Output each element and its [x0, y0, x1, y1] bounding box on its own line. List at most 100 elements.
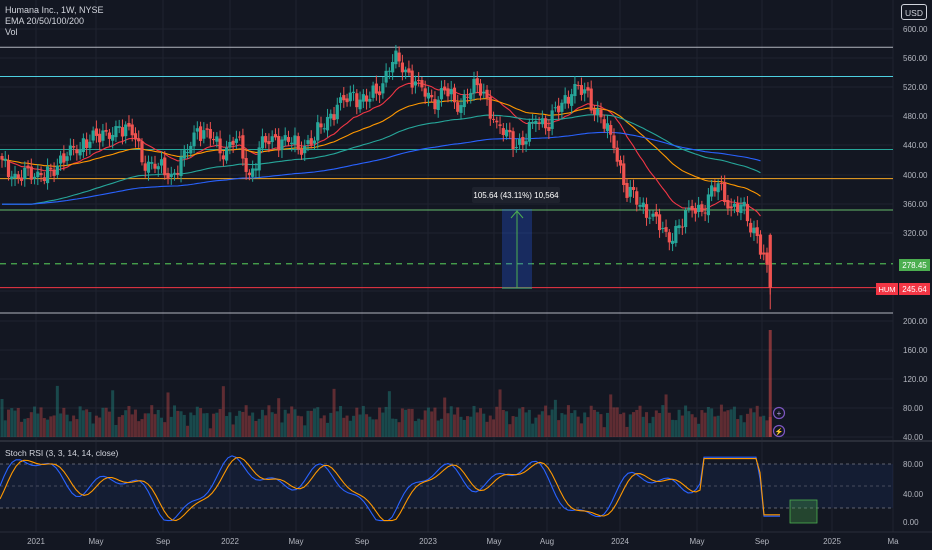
candle	[42, 177, 46, 182]
volume-bar	[420, 419, 424, 437]
volume-bar	[674, 420, 678, 437]
volume-bar	[609, 394, 613, 437]
candle	[657, 214, 662, 231]
candle	[10, 176, 14, 180]
earnings-event-icon[interactable]	[772, 424, 786, 438]
time-axis-label: Sep	[355, 537, 370, 546]
candle	[3, 158, 7, 161]
candle	[159, 159, 164, 166]
candle	[114, 126, 118, 138]
volume-bar	[469, 416, 473, 437]
volume-bar	[189, 412, 193, 437]
candle	[531, 121, 535, 124]
dividend-event-icon[interactable]	[772, 406, 786, 420]
candle	[189, 145, 193, 154]
volume-bar	[345, 415, 349, 437]
volume-bars	[0, 330, 772, 437]
candle	[241, 135, 245, 159]
price-axis-label: 440.00	[903, 141, 928, 150]
volume-bar	[244, 405, 248, 437]
volume-bar	[238, 410, 242, 437]
stoch-rsi-label[interactable]: Stoch RSI (3, 3, 14, 14, close)	[5, 448, 119, 458]
volume-bar	[596, 411, 600, 437]
ema-indicator-label[interactable]: EMA 20/50/100/200	[5, 16, 85, 26]
candle	[394, 50, 398, 65]
horizontal-levels[interactable]	[0, 46, 893, 314]
volume-bar	[277, 398, 281, 437]
candle	[439, 88, 444, 100]
volume-bar	[492, 419, 496, 437]
candle	[39, 173, 43, 176]
candle	[338, 97, 343, 103]
volume-bar	[749, 408, 753, 437]
candle	[361, 94, 365, 102]
candle	[81, 138, 85, 153]
volume-bar	[716, 415, 720, 437]
ema-20-line	[1, 82, 761, 217]
candle	[661, 227, 665, 229]
volume-bar	[358, 414, 362, 437]
candle	[140, 141, 144, 163]
candle	[491, 118, 496, 120]
volume-bar	[765, 420, 769, 437]
candle	[78, 150, 82, 156]
price-axis-label: 400.00	[903, 171, 928, 180]
candle	[381, 83, 385, 94]
time-axis-label: Aug	[540, 537, 554, 546]
candle	[280, 139, 284, 151]
symbol-title[interactable]: Humana Inc., 1W, NYSE	[5, 5, 104, 15]
time-axis[interactable]: 2021 May Sep 2022 May Sep 2023 May Aug 2024 May Sep…	[27, 537, 899, 546]
candle	[205, 128, 209, 130]
stoch-highlight-box[interactable]	[789, 499, 818, 524]
price-axis[interactable]: 600.00 560.00 520.00 480.00 440.00 400.00 360.…	[903, 25, 928, 442]
candle	[251, 168, 255, 177]
volume-bar	[114, 424, 118, 437]
volume-bar	[75, 419, 79, 437]
volume-bar	[615, 407, 619, 437]
volume-bar	[68, 421, 72, 437]
volume-bar	[768, 330, 772, 437]
time-axis-label: Ma	[887, 537, 899, 546]
volume-bar	[55, 385, 59, 437]
candle	[270, 136, 274, 143]
candle	[329, 113, 333, 119]
candle	[716, 183, 720, 193]
volume-bar	[651, 416, 655, 437]
volume-bar	[378, 407, 382, 437]
volume-bar	[137, 421, 141, 437]
volume-bar	[648, 423, 652, 437]
candle	[680, 226, 684, 228]
candle	[677, 225, 681, 229]
volume-bar	[173, 405, 177, 437]
candle	[576, 84, 580, 86]
stoch-axis[interactable]: 80.00 40.00 0.00	[903, 460, 924, 527]
volume-bar	[449, 406, 453, 437]
volume-bar	[371, 419, 375, 437]
stoch-axis-label: 40.00	[903, 490, 924, 499]
volume-indicator-label[interactable]: Vol	[5, 27, 18, 37]
volume-bar	[426, 407, 430, 437]
candle	[683, 210, 688, 228]
currency-button[interactable]: USD	[901, 4, 927, 20]
volume-bar	[290, 406, 294, 437]
candle	[615, 147, 619, 162]
volume-bar	[557, 420, 561, 437]
candle	[651, 213, 655, 217]
volume-bar	[117, 416, 121, 437]
volume-bar	[465, 416, 469, 437]
candle	[225, 147, 229, 161]
volume-bar	[547, 415, 551, 437]
candle	[348, 92, 352, 102]
candle	[277, 135, 281, 151]
volume-bar	[221, 386, 225, 437]
candle	[762, 252, 766, 255]
volume-bar	[739, 415, 743, 437]
candle	[625, 183, 629, 198]
volume-bar	[303, 425, 307, 437]
candle	[133, 133, 138, 140]
chart-legend[interactable]: Humana Inc., 1W, NYSE EMA 20/50/100/200 …	[5, 5, 104, 38]
candle	[19, 177, 24, 181]
volume-bar	[329, 412, 333, 437]
volume-bar	[394, 418, 398, 437]
